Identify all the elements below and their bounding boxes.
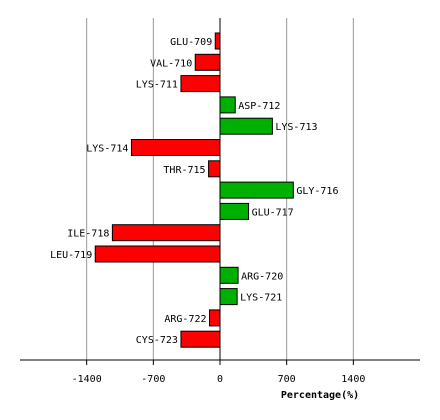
- x-axis-label: Percentage(%): [281, 390, 359, 401]
- category-labels: GLU-709 VAL-710 LYS-711 ASP-712 LYS-713 LYS-7…: [50, 37, 338, 346]
- category-label-glu-709: GLU-709: [170, 37, 212, 48]
- category-label-arg-720: ARG-720: [241, 271, 283, 282]
- category-label-cys-723: CYS-723: [136, 335, 178, 346]
- bar-val-710: [194, 53, 221, 71]
- bar-leu-719: [94, 245, 221, 263]
- bar-ile-718: [111, 224, 221, 242]
- category-label-lys-721: LYS-721: [240, 293, 282, 304]
- category-label-leu-719: LEU-719: [50, 250, 92, 261]
- bar-lys-714: [130, 139, 221, 156]
- bar-arg-722: [209, 309, 221, 327]
- x-tick-label: -700: [141, 374, 165, 385]
- category-label-lys-711: LYS-711: [136, 80, 178, 91]
- category-label-lys-714: LYS-714: [86, 144, 128, 155]
- x-ticks: -1400 -700 0 700 1400: [72, 360, 365, 385]
- bar-lys-721: [219, 288, 238, 306]
- bar-lys-711: [180, 75, 221, 93]
- x-tick-label: 1400: [341, 374, 365, 385]
- category-label-asp-712: ASP-712: [238, 101, 280, 112]
- x-tick-label: -1400: [72, 374, 102, 385]
- bar-glu-709: [214, 32, 221, 50]
- bar-glu-717: [219, 202, 250, 220]
- bars: [94, 32, 294, 348]
- category-label-thr-715: THR-715: [163, 165, 205, 176]
- bar-gly-716: [219, 181, 294, 199]
- x-tick-label: 0: [217, 374, 223, 385]
- category-label-lys-713: LYS-713: [275, 122, 317, 133]
- category-label-ile-718: ILE-718: [67, 229, 109, 240]
- bar-thr-715: [208, 160, 221, 178]
- bar-cys-723: [180, 330, 221, 348]
- category-label-arg-722: ARG-722: [164, 314, 206, 325]
- bar-asp-712: [219, 96, 236, 114]
- category-label-glu-717: GLU-717: [252, 207, 294, 218]
- x-tick-label: 700: [278, 374, 296, 385]
- category-label-gly-716: GLY-716: [296, 186, 338, 197]
- category-label-val-710: VAL-710: [150, 58, 192, 69]
- bar-arg-720: [219, 266, 239, 284]
- bar-lys-713: [219, 117, 273, 135]
